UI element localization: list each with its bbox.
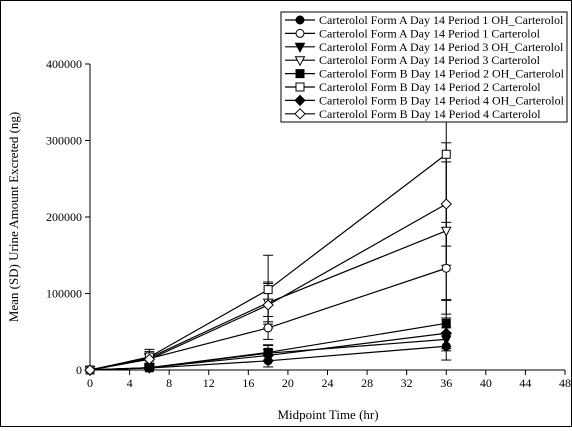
x-tick-label: 4	[127, 376, 133, 390]
data-point	[262, 349, 274, 362]
legend-label: Carterolol Form A Day 14 Period 1 OH_Car…	[319, 13, 564, 27]
x-tick-label: 44	[519, 376, 531, 390]
x-tick-label: 8	[166, 376, 172, 390]
legend-marker	[295, 28, 305, 38]
legend-label: Carterolol Form B Day 14 Period 4 OH_Car…	[319, 93, 565, 107]
data-point	[263, 323, 273, 333]
x-axis-label: Midpoint Time (hr)	[277, 407, 378, 422]
legend-label: Carterolol Form A Day 14 Period 3 OH_Car…	[319, 40, 564, 54]
x-tick-label: 40	[480, 376, 492, 390]
x-tick-label: 36	[440, 376, 452, 390]
data-point	[84, 364, 96, 376]
x-tick-label: 16	[242, 376, 254, 390]
legend-label: Carterolol Form B Day 14 Period 2 OH_Car…	[319, 67, 565, 81]
x-tick-label: 24	[322, 376, 334, 390]
legend-marker	[294, 94, 306, 107]
x-tick-label: 20	[282, 376, 294, 390]
data-point	[440, 198, 452, 210]
data-point	[441, 318, 451, 328]
series-line	[89, 203, 447, 371]
legend: Carterolol Form A Day 14 Period 1 OH_Car…	[280, 11, 568, 123]
markers	[84, 149, 452, 377]
legend-marker	[294, 108, 306, 120]
legend-box	[280, 11, 568, 123]
legend-marker	[294, 56, 306, 67]
x-tick-label: 12	[203, 376, 215, 390]
legend-label: Carterolol Form B Day 14 Period 2 Carter…	[319, 80, 541, 94]
y-tick-label: 100000	[46, 287, 82, 301]
data-point	[441, 149, 451, 159]
y-tick-label: 400000	[46, 57, 82, 71]
legend-marker	[295, 15, 305, 25]
x-tick-label: 28	[361, 376, 373, 390]
axes: 0 4 8 12 16 20 24 28 32 36 40 44 4801000002000003000…	[46, 57, 571, 390]
x-tick-label: 0	[87, 376, 93, 390]
data-point	[263, 285, 273, 295]
legend-marker	[294, 42, 306, 53]
legend-label: Carterolol Form B Day 14 Period 4 Carter…	[319, 107, 541, 121]
series-lines	[89, 153, 447, 371]
data-point	[440, 327, 452, 339]
legend-label: Carterolol Form A Day 14 Period 1 Carter…	[319, 26, 541, 40]
y-tick-label: 300000	[46, 134, 82, 148]
data-point	[143, 353, 156, 365]
legend-marker	[295, 69, 305, 79]
series-line	[89, 153, 447, 371]
y-axis-label: Mean (SD) Urine Amount Excreted (ng)	[6, 112, 21, 322]
x-tick-label: 48	[559, 376, 571, 390]
y-tick-label: 200000	[46, 210, 82, 224]
legend-label: Carterolol Form A Day 14 Period 3 Carter…	[319, 53, 541, 67]
x-tick-label: 32	[401, 376, 413, 390]
y-tick-label: 0	[76, 363, 82, 377]
data-point	[143, 361, 156, 374]
data-point	[441, 263, 451, 273]
series-line	[89, 332, 447, 371]
legend-marker	[295, 82, 305, 92]
data-point	[440, 226, 452, 237]
data-point	[262, 299, 274, 311]
